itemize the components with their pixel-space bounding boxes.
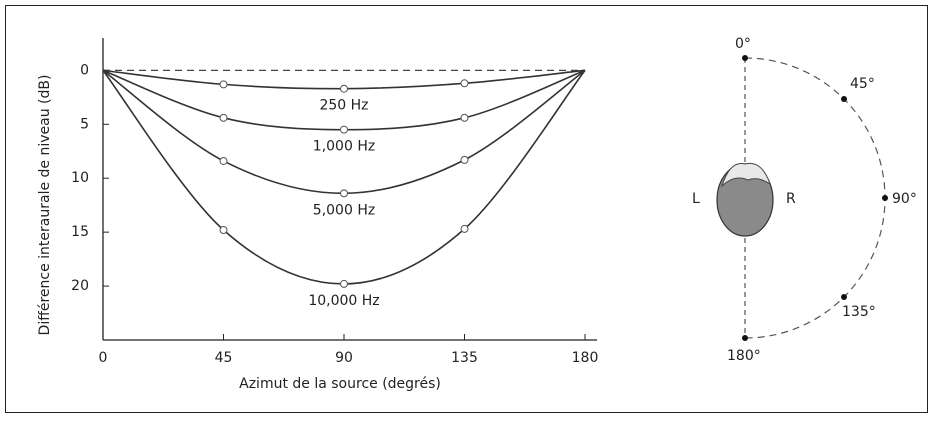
data-point [340, 84, 348, 93]
x-tick-label: 135 [451, 350, 478, 366]
hair [720, 162, 771, 188]
angle-point [841, 294, 847, 300]
angle-label: 90° [892, 191, 917, 207]
angle-label: 0° [735, 36, 751, 52]
data-point [219, 113, 228, 122]
y-tick-label: 10 [71, 170, 89, 186]
data-point [219, 225, 228, 234]
data-point [219, 80, 228, 89]
x-tick-label: 0 [99, 350, 108, 366]
x-tick-label: 180 [572, 350, 599, 366]
angle-point [742, 335, 748, 341]
ear-label: R [786, 191, 796, 207]
angle-point [841, 96, 847, 102]
angle-label: 135° [842, 304, 876, 320]
series-label: 250 Hz [319, 98, 368, 114]
y-tick-label: 0 [80, 62, 89, 78]
angle-point [742, 55, 748, 61]
frame [5, 5, 928, 413]
y-tick-label: 15 [71, 224, 89, 240]
data-point [340, 189, 348, 198]
angle-label: 180° [727, 348, 761, 364]
series-label: 1,000 Hz [313, 139, 375, 155]
angle-label: 45° [850, 76, 875, 92]
head-diagram: 0° 45° 90° 135° 180° L R [692, 36, 917, 364]
data-point [219, 156, 228, 165]
ear-label: L [692, 191, 700, 207]
series-label: 5,000 Hz [313, 202, 375, 218]
data-point [340, 125, 348, 134]
data-point [460, 79, 469, 88]
y-tick-label: 20 [71, 278, 89, 294]
data-point [340, 279, 348, 288]
x-axis-label: Azimut de la source (degrés) [239, 376, 441, 392]
series-label: 10,000 Hz [308, 293, 379, 309]
data-point [460, 113, 469, 122]
y-tick-label: 5 [80, 116, 89, 132]
angle-point [882, 195, 888, 201]
x-tick-label: 45 [215, 350, 233, 366]
data-point [460, 224, 469, 233]
y-axis-label: Différence interaurale de niveau (dB) [37, 75, 53, 336]
x-tick-label: 90 [335, 350, 353, 366]
data-point [460, 155, 469, 164]
